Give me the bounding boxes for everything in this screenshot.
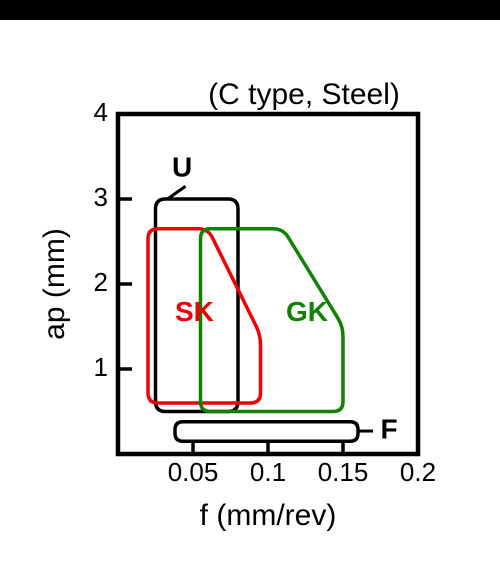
region-label-SK: SK: [175, 296, 214, 327]
x-tick-label: 0.2: [400, 457, 436, 487]
x-tick-label: 0.15: [318, 457, 369, 487]
region-label-GK: GK: [286, 296, 328, 327]
y-axis-label: ap (mm): [38, 228, 71, 340]
chart-title: (C type, Steel): [208, 78, 400, 111]
y-tick-label: 2: [94, 267, 108, 297]
leader-U: [168, 186, 186, 199]
region-F: [175, 422, 358, 442]
chart-canvas: 0.05 0.1 0.15 0.2 1 2 3 4 f (mm/rev) ap (mm) (C ty…: [0, 0, 500, 562]
x-tick-label: 0.05: [168, 457, 219, 487]
region-label-U: U: [172, 152, 192, 183]
x-axis-label: f (mm/rev): [200, 499, 337, 532]
chart-svg: 0.05 0.1 0.15 0.2 1 2 3 4 f (mm/rev) ap (mm) (C ty…: [0, 0, 500, 562]
y-tick-label: 3: [94, 182, 108, 212]
y-tick-label: 4: [94, 97, 108, 127]
y-tick-label: 1: [94, 352, 108, 382]
x-tick-label: 0.1: [250, 457, 286, 487]
region-label-F: F: [381, 413, 398, 444]
